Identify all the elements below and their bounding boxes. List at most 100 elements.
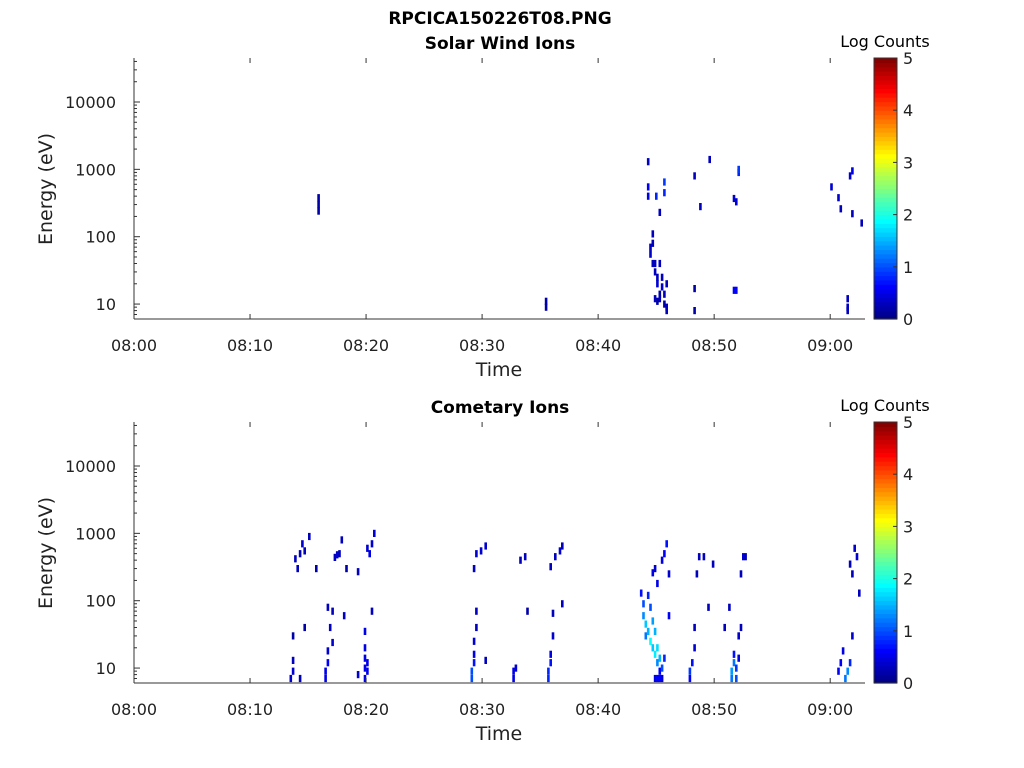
heatmap-cell [653,627,657,635]
heatmap-cell [514,664,518,672]
heatmap-cell [549,563,552,571]
heatmap-cell [851,210,854,218]
heatmap-cell [324,674,327,683]
heatmap-cell [665,307,668,315]
colorbar-label-solar-wind: Log Counts [840,32,930,51]
heatmap-cell [839,205,843,213]
colorbar-segment [874,310,897,316]
heatmap-cell [649,637,652,645]
colorbar-tick-label: 4 [903,101,913,120]
heatmap-cell [561,600,564,608]
heatmap-cell [695,570,699,578]
heatmap-cell [656,659,659,667]
heatmap-cell [663,189,666,197]
heatmap-cell [735,664,738,672]
colorbar-segment [874,656,897,662]
colorbar-segment [874,604,897,610]
x-tick-label: 08:30 [459,336,505,355]
colorbar-segment [874,504,897,510]
heatmap-cell [363,664,367,672]
panel-solar-wind: Solar Wind Ions 08:00 08:10 08:20 08:30 08:4… [35,32,930,381]
heatmap-cell [658,667,662,675]
colorbar-segment [874,661,897,667]
heatmap-cell [296,565,299,573]
heatmap-cell [853,544,856,552]
colorbar-segment [874,422,897,427]
heatmap-cell [723,623,726,632]
colorbar-segment [874,236,897,242]
heatmap-cell [644,620,648,628]
heatmap-cell [660,283,664,291]
heatmap-cell [660,273,664,281]
colorbar-segment [874,210,897,216]
heatmap-cell [693,623,696,632]
colorbar-tick-label: 0 [903,674,913,693]
heatmap-cell [702,553,706,561]
colorbar-segment [874,153,897,159]
colorbar-segment [874,639,897,645]
heatmap-cell [646,158,650,166]
colorbar-segment [874,179,897,185]
heatmap-cell [639,589,643,597]
colorbar-segment [874,114,897,120]
colorbar-segment [874,127,897,133]
heatmap-cells [289,529,861,683]
heatmap-cell [830,183,833,191]
heatmap-cell [646,183,650,191]
figure-title: RPCICA150226T08.PNG [388,9,611,29]
colorbar-segment [874,569,897,575]
colorbar-segment [874,617,897,623]
heatmap-cell [370,540,374,548]
heatmap-cell [554,553,557,561]
x-axis-label-cometary: Time [475,723,523,745]
x-tick-label: 08:10 [227,336,273,355]
colorbar-segment [874,240,897,246]
heatmap-cell [656,674,659,683]
heatmap-cell [737,165,740,173]
heatmap-cell [363,654,367,662]
colorbar-segment [874,613,897,619]
colorbar-segment [874,314,897,320]
heatmap-cell [303,623,306,632]
heatmap-cell [324,667,327,675]
x-tick-label: 09:00 [807,336,853,355]
heatmap-cell [658,295,662,303]
heatmap-cell [665,540,668,548]
colorbar-segment [874,101,897,107]
y-axis-label-solar-wind: Energy (eV) [35,133,57,245]
colorbar-segment [874,448,897,454]
colorbar-segment [874,110,897,116]
heatmap-cell [656,579,659,588]
heatmap-cell [693,172,696,180]
colorbar-segment [874,301,897,307]
heatmap-cell [697,553,701,561]
heatmap-cell [547,667,550,675]
colorbar-segment [874,58,897,63]
colorbar-segment [874,249,897,255]
x-tick-label: 08:20 [343,336,389,355]
heatmap-cell [328,623,332,632]
colorbar-segment [874,245,897,250]
heatmap-cell [526,607,529,615]
colorbar-cometary: 0 1 2 3 4 5 [873,413,913,693]
heatmap-cell [298,674,302,683]
colorbar-segment [874,305,897,311]
heatmap-cell [735,286,738,294]
colorbar-segment [874,218,897,224]
colorbar-segment [874,435,897,440]
y-tick-label: 10 [96,659,116,678]
heatmap-cell [317,194,320,202]
heatmap-cell [472,637,476,645]
colorbar-segment [874,145,897,150]
heatmap-cell [333,553,337,561]
x-tick-label: 08:40 [575,700,621,719]
heatmap-cell [846,295,849,303]
y-axis-label-cometary: Energy (eV) [35,497,57,609]
heatmap-cell [317,207,320,215]
colorbar-segment [874,84,897,90]
heatmap-cell [331,607,334,615]
colorbar-segment [874,596,897,601]
colorbar-segment [874,258,897,264]
heatmap-cell [658,290,662,298]
heatmap-cell [335,551,339,559]
